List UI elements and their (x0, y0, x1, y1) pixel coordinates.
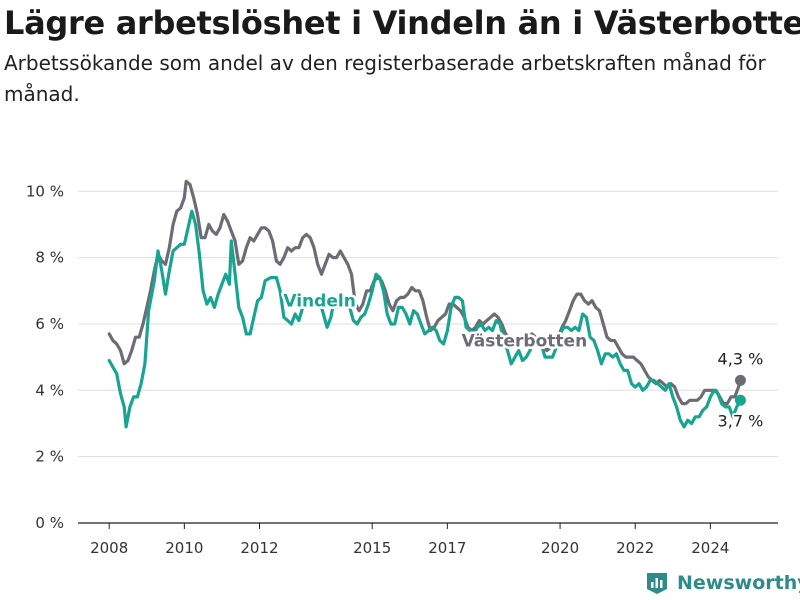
series-line-vindeln (107, 209, 742, 429)
series-labels: 3,7 % 4,3 % Vindeln Västerbotten (281, 289, 765, 432)
y-tick-label: 6 % (35, 315, 64, 333)
x-tick-label: 2017 (428, 539, 466, 557)
end-value-label: 3,7 % (718, 411, 764, 430)
brand-name: Newsworthy (677, 572, 800, 594)
x-tick-label: 2012 (240, 539, 278, 557)
y-tick-label: 2 % (35, 448, 64, 466)
y-tick-label: 4 % (35, 381, 64, 399)
x-tick-label: 2010 (165, 539, 203, 557)
x-tick-label: 2020 (541, 539, 579, 557)
x-tick-label: 2015 (353, 539, 391, 557)
y-tick-label: 0 % (35, 514, 64, 532)
series-name-label: Västerbotten (462, 332, 588, 352)
end-point-vasterbotten (734, 374, 746, 386)
y-tick-label: 10 % (26, 182, 64, 200)
end-value-label: 4,3 % (718, 349, 764, 368)
gridlines (78, 190, 778, 524)
chart-title: Lägre arbetslöshet i Vindeln än i Väster… (4, 4, 800, 42)
bar-chart-logo-icon (647, 573, 667, 594)
newsworthy-logo: Newsworthy (645, 569, 800, 597)
end-point-vindeln (734, 394, 746, 406)
chart-subtitle: Arbetssökande som andel av den registerb… (4, 51, 766, 106)
x-tick-label: 2022 (616, 539, 654, 557)
y-tick-label: 8 % (35, 249, 64, 267)
series-name-label: Vindeln (283, 292, 355, 312)
series-lines (107, 179, 746, 429)
series-line-vasterbotten (107, 179, 742, 406)
x-tick-label: 2024 (691, 539, 729, 557)
x-tick-label: 2008 (90, 539, 128, 557)
x-axis: 2008 2010 2012 2015 2017 2020 2022 2024 (90, 523, 729, 557)
y-axis-tick-labels: 0 % 2 % 4 % 6 % 8 % 10 % (26, 182, 64, 532)
